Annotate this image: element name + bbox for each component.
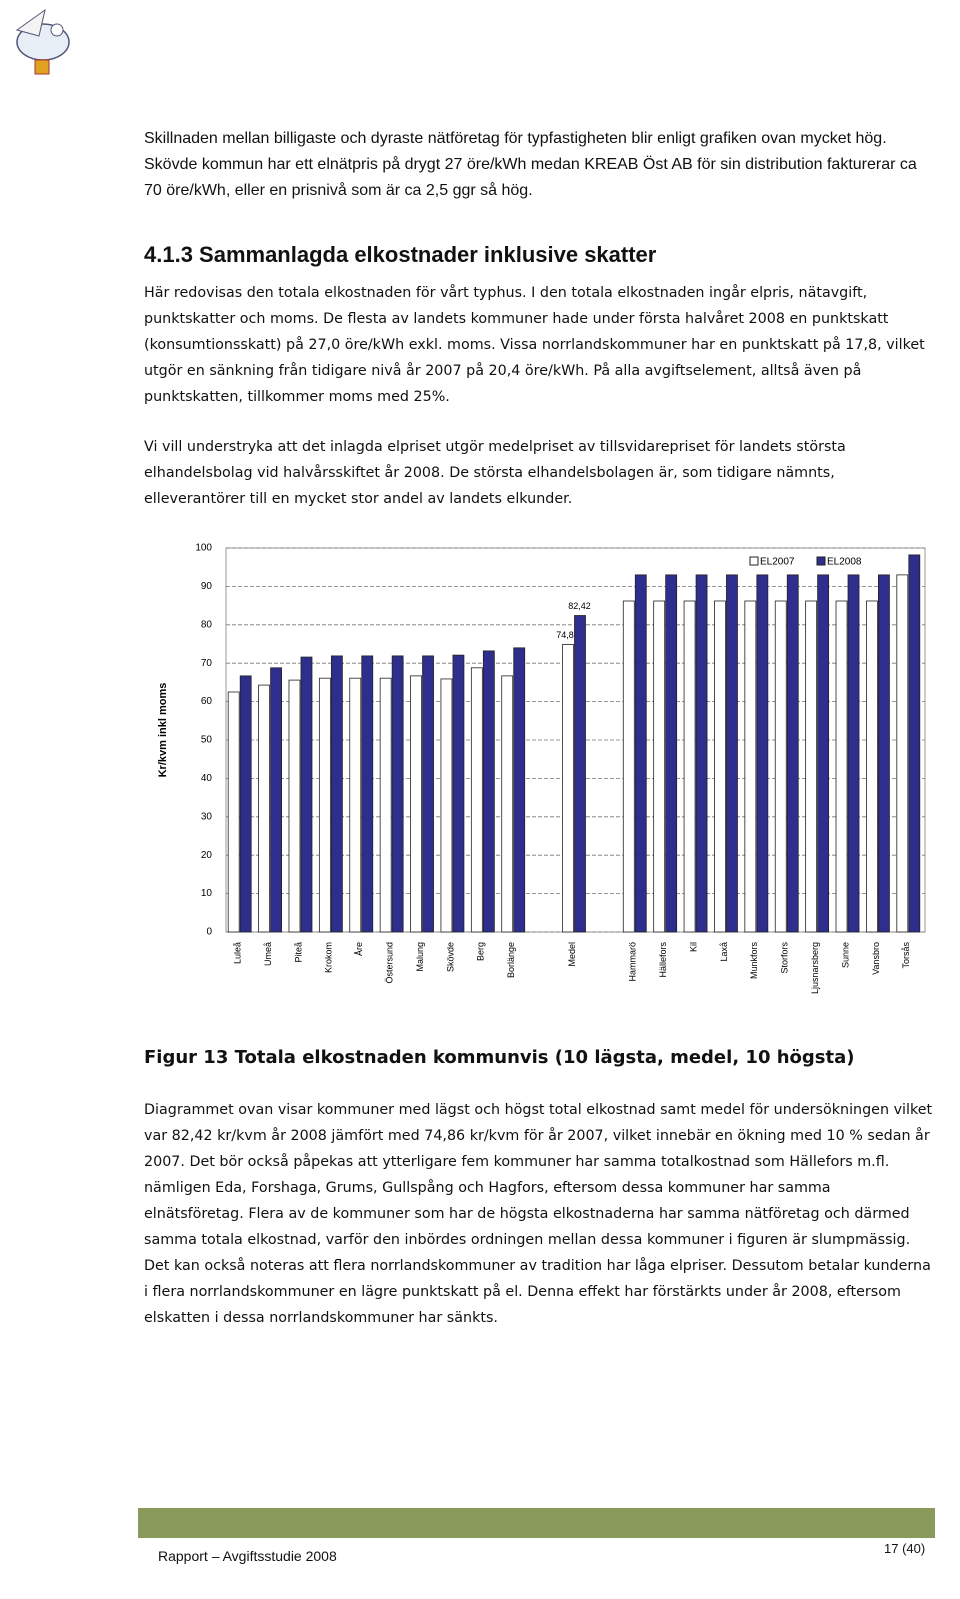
bar [866, 600, 878, 933]
y-tick-label: 50 [201, 735, 213, 746]
y-axis-label: Kr/kvm inkl moms [157, 683, 169, 778]
bar [318, 677, 331, 933]
bar [288, 679, 301, 933]
bar [744, 600, 757, 933]
bar [714, 600, 726, 933]
x-tick-label: Skövde [445, 942, 455, 972]
bar [786, 574, 799, 933]
x-tick-label: Malung [415, 942, 425, 972]
x-tick-label: Kil [688, 942, 698, 952]
legend-label: EL2007 [760, 557, 795, 568]
x-tick-label: Laxå [719, 942, 729, 962]
x-tick-label: Storfors [780, 942, 790, 974]
bar [665, 574, 678, 933]
bar [695, 574, 708, 933]
y-tick-label: 40 [201, 773, 213, 784]
bar [634, 574, 647, 933]
x-tick-label: Piteå [293, 942, 303, 963]
x-tick-label: Medel [567, 942, 577, 967]
bar [878, 574, 890, 933]
x-tick-label: Hammarö [628, 942, 638, 982]
x-tick-label: Vansbro [871, 942, 881, 975]
paragraph: Här redovisas den totala elkostnaden för… [144, 285, 925, 405]
y-tick-label: 0 [206, 927, 212, 938]
bar [817, 574, 830, 933]
bar [562, 644, 574, 933]
x-tick-label: Umeå [263, 942, 273, 966]
bar [258, 684, 270, 933]
y-tick-label: 60 [201, 696, 213, 707]
figure-caption: Figur 13 Totala elkostnaden kommunvis (1… [144, 1047, 855, 1068]
bar [270, 667, 282, 933]
y-tick-label: 90 [201, 581, 213, 592]
bar [470, 667, 483, 933]
bar [847, 574, 860, 933]
bar [896, 574, 909, 933]
bar [908, 554, 921, 933]
y-tick-label: 70 [201, 658, 213, 669]
x-tick-label: Krokom [324, 942, 334, 973]
heading: 4.1.3 Sammanlagda elkostnader inklusive … [144, 242, 657, 267]
bar [482, 650, 495, 933]
bar [391, 655, 404, 933]
value-label: 74,86 [556, 630, 579, 640]
bar [805, 600, 818, 933]
page-number: 17 (40) [884, 1541, 926, 1556]
paragraph: Diagrammet ovan visar kommuner med lägst… [144, 1102, 933, 1326]
y-tick-label: 100 [195, 543, 212, 554]
x-tick-label: Borlänge [506, 942, 516, 978]
bar [227, 691, 240, 933]
bar [239, 675, 252, 933]
bar [513, 647, 526, 933]
y-tick-label: 30 [201, 811, 213, 822]
bar [330, 655, 343, 933]
bar [410, 675, 422, 933]
x-tick-label: Östersund [385, 942, 395, 984]
legend-swatch [816, 556, 826, 566]
value-label: 82,42 [568, 601, 591, 611]
bar [653, 600, 666, 933]
bar [379, 677, 392, 933]
x-tick-label: Munkfors [749, 942, 759, 980]
legend-label: EL2008 [827, 557, 862, 568]
bar [835, 600, 848, 933]
bar [300, 656, 313, 933]
bar [452, 654, 465, 933]
bar [756, 574, 769, 933]
x-tick-label: Luleå [233, 942, 243, 964]
footer-report: Rapport – Avgiftsstudie 2008 [158, 1548, 337, 1564]
bar [726, 574, 738, 933]
bar [574, 615, 586, 933]
intro: Skillnaden mellan billigaste och dyraste… [144, 130, 917, 199]
bar [622, 600, 635, 933]
x-tick-label: Berg [476, 942, 486, 961]
y-tick-label: 80 [201, 619, 213, 630]
x-tick-label: Åre [354, 942, 364, 956]
x-tick-label: Sunne [840, 942, 850, 968]
footer-bar [138, 1508, 935, 1538]
legend-swatch [749, 556, 759, 566]
bar [349, 677, 362, 933]
chart: Kr/kvm inkl moms 0 10 20 30 40 50 60 70 80 90 100 L… [157, 543, 926, 994]
x-tick-label: Hällefors [658, 942, 668, 978]
bar [440, 678, 453, 933]
bar [774, 600, 787, 933]
logo [15, 8, 70, 75]
bar [422, 655, 434, 933]
x-tick-label: Ljusnarsberg [810, 942, 820, 994]
bar [501, 675, 514, 933]
bar [683, 600, 696, 933]
bar [361, 655, 374, 933]
paragraph: Vi vill understryka att det inlagda elpr… [144, 439, 846, 507]
x-tick-label: Torsås [901, 942, 911, 969]
y-tick-label: 20 [201, 850, 213, 861]
y-tick-label: 10 [201, 888, 213, 899]
